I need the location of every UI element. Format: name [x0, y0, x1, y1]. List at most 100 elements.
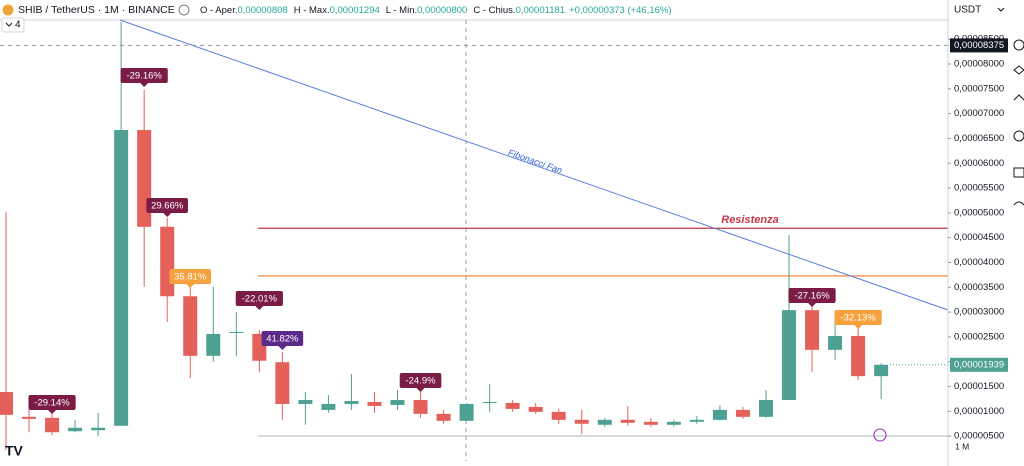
currency: USDT	[954, 5, 981, 16]
annotation-label: -22.01%	[242, 294, 278, 305]
tool-icon[interactable]	[1013, 167, 1024, 178]
tool-icon[interactable]	[1013, 94, 1024, 101]
last-price-label: 0,00001939	[954, 359, 1004, 370]
ohlc-value: 0,00000800	[417, 5, 467, 16]
candle-body	[597, 419, 612, 425]
crosshair-label: 0,00008375	[954, 40, 1004, 51]
y-tick-label: 0,00001500	[954, 381, 1004, 392]
annotation-pointer	[140, 83, 149, 87]
y-tick-label: 0,00008000	[954, 59, 1004, 70]
annotation-label: 29.66%	[151, 201, 184, 212]
annotation-label: -24.9%	[405, 376, 436, 387]
ohlc-value: 0,00001294	[330, 5, 380, 16]
annotation-pointer	[854, 325, 863, 329]
annotation-pointer	[808, 303, 817, 307]
chevron	[5, 22, 13, 27]
resistance-label: Resistenza	[721, 214, 778, 226]
ohlc: O - Aper.0,00000808 H - Max.0,00001294 L -…	[200, 5, 672, 16]
candle-body	[229, 331, 244, 333]
y-tick-label: 0,00003000	[954, 307, 1004, 318]
symbol-icon	[2, 4, 14, 16]
annotation-label: -27.16%	[794, 291, 830, 302]
ohlc-label: L - Min.	[386, 5, 417, 16]
symbol: SHIB / TetherUS · 1M · BINANCE	[18, 4, 175, 16]
annotation-box	[169, 269, 212, 284]
candle-body	[22, 416, 37, 419]
y-tick-label: 0,00004500	[954, 232, 1004, 243]
candle-body	[45, 417, 60, 433]
ohlc-label: C - Chius.	[473, 5, 515, 16]
candle-body	[482, 401, 497, 403]
ohlc-value: 0,00000808	[238, 5, 288, 16]
candle-body	[712, 409, 727, 420]
annotation-pointer	[416, 388, 425, 392]
y-tick-label: 0,00006500	[954, 133, 1004, 144]
fibonacci-fan-line	[119, 19, 949, 311]
annotation-box	[834, 310, 882, 325]
annotation-label: -29.14%	[34, 398, 70, 409]
y-tick-label: 0,00004000	[954, 257, 1004, 268]
annotation-pointer	[163, 213, 172, 217]
eye-icon	[178, 4, 190, 16]
annotation-box	[28, 395, 76, 410]
y-tick-label: 0,00000500	[954, 431, 1004, 442]
annotation-pointer	[255, 306, 264, 310]
ohlc-change: +0,00000373 (+46,16%)	[569, 5, 671, 16]
candle-body	[275, 362, 290, 404]
plot: Resistenza -29.14% -29.16% 29.66% 35.81% -22.…	[0, 21, 948, 451]
tool-icon[interactable]	[1013, 201, 1024, 206]
candle-body	[828, 335, 843, 350]
annotation-box	[261, 331, 304, 346]
annotation-box	[120, 68, 168, 83]
last-price-box	[950, 357, 1008, 372]
y-tick-label: 0,00002500	[954, 331, 1004, 342]
tool-icon[interactable]	[1013, 39, 1024, 51]
y-tick-label: 0,00001000	[954, 406, 1004, 417]
candle-body	[689, 419, 704, 422]
candle-body	[206, 333, 221, 356]
toolbar	[1013, 39, 1024, 206]
candle-body	[735, 409, 750, 417]
annotation-box	[235, 291, 283, 306]
candle-body	[298, 399, 313, 404]
annotation-box	[788, 288, 836, 303]
candle-body	[68, 427, 83, 432]
candle-body	[114, 130, 129, 426]
indicators-toggle[interactable]	[1, 17, 25, 33]
indicators-count: 4	[15, 20, 21, 31]
candle-body	[643, 421, 658, 425]
annotation-pointer	[48, 410, 57, 414]
candle-body	[782, 310, 797, 400]
axis-labels: 0,000005000,000010000,000015000,00002000…	[948, 34, 1008, 442]
ohlc-label: O - Aper.	[200, 5, 238, 16]
candle-body	[367, 401, 382, 406]
annotation-label: 35.81%	[174, 272, 207, 283]
candle-body	[390, 399, 405, 405]
candle-body	[183, 296, 198, 356]
crosshair-box	[950, 38, 1008, 53]
candle-body	[321, 403, 336, 410]
tool-icon[interactable]	[1013, 130, 1024, 142]
currency-chevron[interactable]	[997, 7, 1005, 12]
y-tick-label: 0,00003500	[954, 282, 1004, 293]
event-icon[interactable]	[873, 428, 887, 442]
interval: 1 M	[955, 441, 969, 451]
y-tick-label: 0,00005500	[954, 183, 1004, 194]
candle-body	[436, 413, 451, 421]
annotation-pointer	[278, 346, 287, 350]
candle-body	[505, 402, 520, 409]
candle-body	[620, 419, 635, 423]
ohlc-value: 0,00001181	[516, 5, 566, 16]
annotation-label: 41.82%	[266, 334, 299, 345]
y-tick-label: 0,00005000	[954, 207, 1004, 218]
candle-body	[459, 403, 474, 421]
tool-icon[interactable]	[1013, 65, 1024, 75]
annotation-label: -29.16%	[126, 71, 162, 82]
candle-body	[666, 421, 681, 425]
y-tick-label: 0,00007500	[954, 83, 1004, 94]
ohlc-label: H - Max.	[294, 5, 330, 16]
annotation-label: -32.13%	[840, 313, 876, 324]
candle-body	[551, 411, 566, 420]
candle-body	[0, 392, 13, 415]
